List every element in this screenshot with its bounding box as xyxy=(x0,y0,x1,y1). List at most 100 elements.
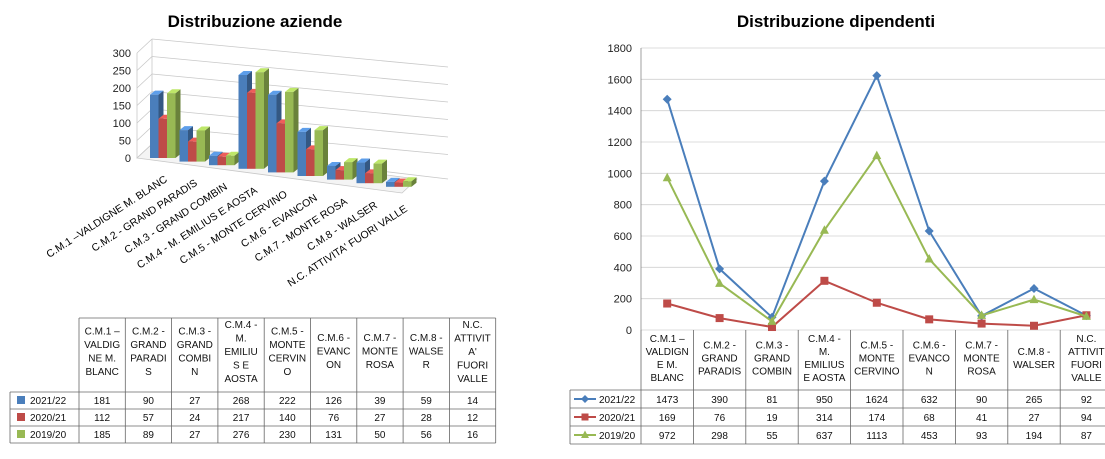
y-tick-label: 300 xyxy=(113,48,131,60)
bar-side xyxy=(205,126,210,162)
data-point-2021-22-8 xyxy=(1029,283,1039,293)
bar-2019-20-3 xyxy=(226,151,240,166)
table-header-text: C.M.3 - xyxy=(178,327,211,338)
table-cell: 174 xyxy=(868,413,885,424)
table-header-text: CERVINO xyxy=(854,367,900,378)
dipendenti-chart-panel: Distribuzione dipendenti 0 200 400 600 800 100… xyxy=(560,0,1105,454)
bar-front xyxy=(394,182,403,187)
table-cell: 27 xyxy=(374,413,386,424)
legend-label: 2019/20 xyxy=(599,431,636,442)
bar-front xyxy=(276,123,285,173)
table-header-text: S xyxy=(145,367,152,378)
table-cell: 27 xyxy=(189,430,201,441)
y-tick-label: 1200 xyxy=(608,137,632,149)
bar-front xyxy=(209,155,218,166)
data-point-2019-20-1 xyxy=(662,172,672,182)
table-header-text: C.M.3 - xyxy=(756,341,789,352)
bar-front xyxy=(327,165,336,180)
bar-side xyxy=(293,87,299,173)
bar-2019-20-5 xyxy=(285,87,299,173)
data-point-2021-22-5 xyxy=(872,71,882,81)
data-point-2021-22-4 xyxy=(819,176,829,186)
legend-swatch xyxy=(17,413,25,421)
y-tick-label: 1400 xyxy=(608,106,632,118)
table-header-text: BLANC xyxy=(85,367,118,378)
gridline xyxy=(136,38,153,54)
bar-front xyxy=(365,173,374,184)
table-header-text: E AOSTA xyxy=(803,373,845,384)
table-cell: 81 xyxy=(766,395,778,406)
table-cell: 12 xyxy=(467,413,479,424)
bar-front xyxy=(226,155,235,166)
table-header-text: MONTE xyxy=(859,354,895,365)
bar-front xyxy=(297,131,306,176)
bar-top xyxy=(179,126,193,131)
table-cell: 131 xyxy=(325,430,342,441)
y-tick-label: 1600 xyxy=(608,74,632,86)
table-header-text: EVANCO xyxy=(908,354,950,365)
legend-swatch xyxy=(17,396,25,404)
bar-front xyxy=(285,91,294,173)
data-point-2020-21-4 xyxy=(820,276,829,285)
table-header-text: FUORI xyxy=(1071,360,1102,371)
table-cell: 90 xyxy=(143,396,155,407)
bar-side xyxy=(234,151,240,166)
bar-front xyxy=(196,130,205,162)
table-header-text: ROSA xyxy=(967,367,996,378)
table-cell: 632 xyxy=(921,395,938,406)
table-cell: 276 xyxy=(233,430,250,441)
data-point-2019-20-5 xyxy=(872,150,882,160)
table-header-text: A' xyxy=(468,347,477,358)
table-header-text: C.M.5 - xyxy=(271,327,304,338)
table-header-text: S E xyxy=(233,361,249,372)
table-header-text: GRAND xyxy=(702,354,738,365)
bar-side xyxy=(352,158,358,180)
table-header-text: EVANC xyxy=(317,347,351,358)
bar-top xyxy=(386,177,400,182)
data-point-2020-21-5 xyxy=(872,298,881,307)
gridline xyxy=(151,91,449,120)
table-header-text: VALLE xyxy=(1071,373,1102,384)
table-cell: 1624 xyxy=(866,395,889,406)
gridline xyxy=(151,73,449,103)
bar-top xyxy=(217,152,231,157)
legend-label: 2021/22 xyxy=(30,396,67,407)
dipendenti-line-chart: Distribuzione dipendenti 0 200 400 600 800 100… xyxy=(569,12,1105,445)
bar-top xyxy=(344,158,358,163)
legend-label: 2020/21 xyxy=(599,413,636,424)
table-cell: 39 xyxy=(374,396,386,407)
data-point-2020-21-1 xyxy=(663,299,672,308)
table-cell: 87 xyxy=(1081,431,1093,442)
bar-front xyxy=(386,181,395,187)
bar-side xyxy=(323,126,328,176)
aziende-data-table: C.M.1 – VALDIG NE M. BLANC C.M.2 - GRAND PARAD… xyxy=(9,317,497,444)
y-tick-label: 100 xyxy=(113,118,131,130)
table-header-text: C.M.2 - xyxy=(703,341,736,352)
table-cell: 76 xyxy=(328,413,340,424)
data-point-2019-20-6 xyxy=(924,254,934,263)
chart-title: Distribuzione aziende xyxy=(168,12,343,31)
y-tick-label: 800 xyxy=(614,200,632,212)
gridline xyxy=(136,91,153,106)
y-tick-label: 600 xyxy=(614,231,632,243)
bar-front xyxy=(179,130,188,162)
table-header-text: NE M. xyxy=(88,354,116,365)
bar-front xyxy=(158,118,167,158)
table-header-text: GRAND xyxy=(177,340,213,351)
table-header-text: M. xyxy=(819,347,830,358)
table-cell: 41 xyxy=(976,413,988,424)
table-cell: 16 xyxy=(467,430,479,441)
bar-front xyxy=(403,181,412,187)
legend-marker xyxy=(581,430,589,438)
legend-swatch xyxy=(17,430,25,438)
bar-top xyxy=(226,151,240,156)
data-point-2020-21-7 xyxy=(977,319,986,328)
gridline xyxy=(151,38,449,68)
bar-front xyxy=(344,162,353,180)
table-header-text: ATTIVIT xyxy=(1068,347,1104,358)
bar-front xyxy=(373,163,382,184)
table-cell: 1473 xyxy=(656,395,679,406)
legend-label: 2020/21 xyxy=(30,413,67,424)
bar-front xyxy=(335,170,344,180)
table-header-text: C.M.5 - xyxy=(860,341,893,352)
